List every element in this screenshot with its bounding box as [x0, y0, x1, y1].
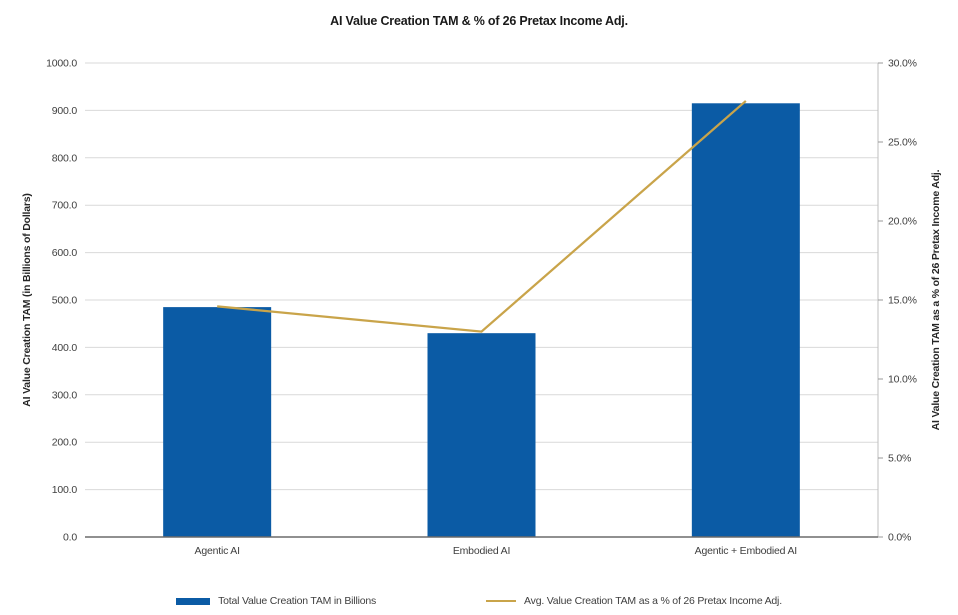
- left-axis-tick-label: 600.0: [52, 247, 78, 259]
- category-label-embodied-ai: Embodied AI: [453, 545, 510, 557]
- right-axis-tick-label: 25.0%: [888, 137, 917, 149]
- line-series-swatch-icon: [486, 600, 517, 602]
- right-axis-tick-label: 15.0%: [888, 295, 917, 307]
- bar-series-swatch-icon: [176, 597, 211, 605]
- right-axis-tick-label: 20.0%: [888, 216, 917, 228]
- left-axis-tick-label: 500.0: [52, 295, 78, 307]
- bar-embodied-ai: [427, 333, 536, 537]
- legend: Total Value Creation TAM in Billions Avg…: [0, 591, 958, 611]
- left-axis-tick-label: 700.0: [52, 200, 78, 212]
- legend-label-line: Avg. Value Creation TAM as a % of 26 Pre…: [524, 595, 782, 607]
- left-axis-tick-label: 100.0: [52, 484, 78, 496]
- category-label-agentic-ai: Agentic AI: [195, 545, 240, 557]
- bar-agentic-embodied-ai: [691, 103, 800, 537]
- right-axis-tick-label: 5.0%: [888, 453, 911, 465]
- left-axis-tick-label: 400.0: [52, 342, 78, 354]
- legend-item-bars: Total Value Creation TAM in Billions: [176, 595, 376, 607]
- category-label-agentic-embodied-ai: Agentic + Embodied AI: [695, 545, 797, 557]
- right-axis-tick-label: 10.0%: [888, 374, 917, 386]
- legend-item-line: Avg. Value Creation TAM as a % of 26 Pre…: [486, 595, 782, 607]
- left-axis-tick-label: 900.0: [52, 105, 78, 117]
- left-axis-tick-label: 300.0: [52, 389, 78, 401]
- left-axis-tick-label: 1000.0: [46, 58, 77, 70]
- trend-line: [217, 100, 747, 333]
- right-axis-tick-label: 0.0%: [888, 532, 911, 544]
- chart-title: AI Value Creation TAM & % of 26 Pretax I…: [330, 14, 628, 28]
- right-axis-tick-label: 30.0%: [888, 58, 917, 70]
- left-axis-tick-label: 800.0: [52, 152, 78, 164]
- left-axis-tick-label: 0.0: [63, 532, 77, 544]
- legend-label-bars: Total Value Creation TAM in Billions: [218, 595, 377, 607]
- bar-agentic-ai: [163, 307, 272, 537]
- left-axis-tick-label: 200.0: [52, 437, 78, 449]
